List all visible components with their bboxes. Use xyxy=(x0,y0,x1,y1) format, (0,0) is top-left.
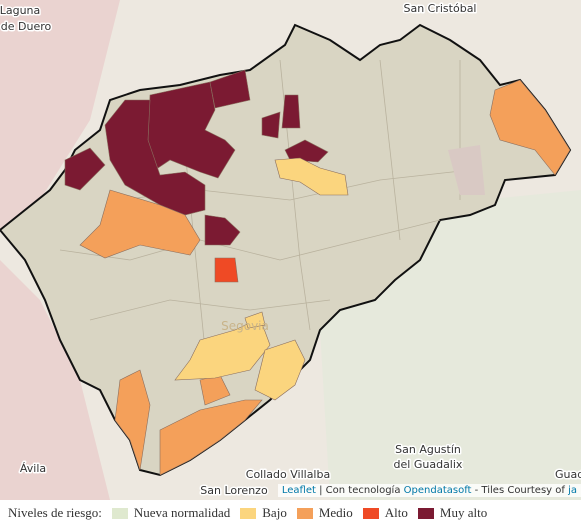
risk-area[interactable] xyxy=(204,214,241,246)
legend-swatch xyxy=(296,507,313,519)
risk-area[interactable] xyxy=(254,339,306,401)
legend-title: Niveles de riesgo: xyxy=(8,505,102,520)
legend-item: Bajo xyxy=(240,505,287,521)
risk-area[interactable] xyxy=(174,317,271,381)
risk-area[interactable] xyxy=(79,189,201,259)
place-label: Laguna xyxy=(0,4,40,17)
legend-swatch xyxy=(240,507,257,519)
legend-label: Alto xyxy=(384,505,408,520)
risk-area[interactable] xyxy=(281,94,301,129)
place-label: Segovia xyxy=(221,319,269,333)
risk-area[interactable] xyxy=(209,69,251,109)
risk-area[interactable] xyxy=(261,111,281,139)
risk-area[interactable] xyxy=(244,311,266,329)
region-shade xyxy=(0,260,110,500)
risk-area[interactable] xyxy=(104,99,206,216)
place-label: Collado Villalba xyxy=(246,468,330,481)
risk-area[interactable] xyxy=(159,399,263,476)
attribution-text: | Con tecnología xyxy=(315,485,404,496)
legend-label: Bajo xyxy=(262,505,287,520)
legend-item: Nueva normalidad xyxy=(111,505,231,521)
risk-area[interactable] xyxy=(114,369,151,471)
attribution-text: - Tiles Courtesy of xyxy=(471,485,569,496)
place-label: de Duero xyxy=(1,20,52,33)
legend-swatch xyxy=(111,507,128,519)
provider-link[interactable]: Opendatasoft xyxy=(403,485,472,496)
legend-swatch xyxy=(417,507,434,519)
place-label: Guad xyxy=(555,468,581,481)
risk-area[interactable] xyxy=(489,79,571,176)
legend-item: Alto xyxy=(362,505,408,521)
place-label: San Agustín xyxy=(395,443,461,456)
region-shade xyxy=(0,0,120,230)
legend: Niveles de riesgo: Nueva normalidad Bajo M… xyxy=(0,500,581,526)
map[interactable]: Laguna de Duero San Cristóbal Segovia Sa… xyxy=(0,0,581,500)
place-label: San Cristóbal xyxy=(403,2,476,15)
risk-area[interactable] xyxy=(64,147,106,191)
place-label: Ávila xyxy=(20,462,46,475)
place-label: del Guadalix xyxy=(394,458,463,471)
place-label: San Lorenzo xyxy=(200,484,268,497)
risk-areas xyxy=(64,69,571,476)
legend-swatch xyxy=(362,507,379,519)
legend-label: Nueva normalidad xyxy=(133,505,231,520)
attribution: Leaflet | Con tecnología Opendatasoft - … xyxy=(277,484,581,497)
legend-item: Medio xyxy=(296,505,353,521)
risk-area[interactable] xyxy=(284,139,329,163)
leaflet-link[interactable]: Leaflet xyxy=(281,485,316,496)
legend-item: Muy alto xyxy=(417,505,488,521)
area-grey xyxy=(448,145,485,195)
risk-area[interactable] xyxy=(214,257,239,283)
legend-label: Medio xyxy=(318,505,353,520)
risk-area[interactable] xyxy=(274,157,349,196)
tiles-link[interactable]: ja xyxy=(568,485,577,496)
legend-label: Muy alto xyxy=(439,505,488,520)
